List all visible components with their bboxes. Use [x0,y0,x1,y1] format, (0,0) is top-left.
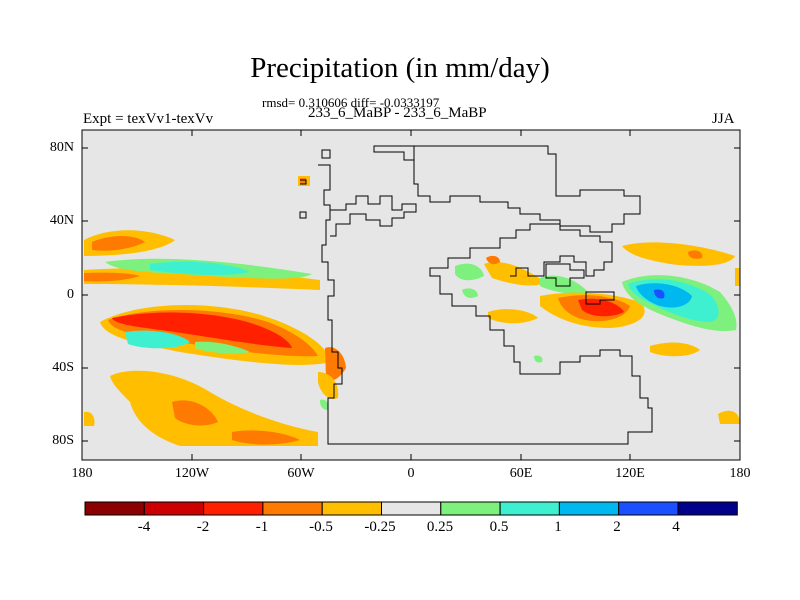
colorbar-label: 1 [554,519,562,535]
lon-label-60w: 60W [287,466,315,481]
anomaly-neg-north-west-pacific-core [688,250,703,259]
lat-label-0: 0 [67,287,74,302]
anomaly-fields [84,176,740,446]
anomaly-neg-far-west [84,411,95,426]
anomaly-neg-south-west-pacific [650,342,700,357]
anomaly-neg-tropical-pacific-core [84,272,140,282]
anomaly-neg-north-west-pacific [622,242,735,266]
colorbar-label: -0.5 [309,519,333,535]
lon-label-180e: 180 [729,466,751,481]
anomaly-pos-west-pacific-core [654,289,665,299]
anomaly-neg-arabia-core [486,255,500,265]
anomaly-neg-pacific-core [112,312,292,348]
colorbar-swatch [381,501,442,516]
anomaly-pos-south-indian [534,355,543,363]
season-label: JJA [712,111,735,127]
anomaly-neg-south-pacific [110,370,318,446]
colorbar-swatch [321,501,383,516]
colorbar-swatch [499,501,560,516]
lon-label-120e: 120E [615,466,645,481]
anomaly-pos-india [540,275,588,294]
coastline-europe-south [299,195,417,237]
colorbar-label: -1 [255,519,269,535]
colorbar-label: 4 [672,519,680,535]
anomaly-pos-africa-north [455,263,484,281]
colorbar-label: 0.5 [489,519,509,535]
anomaly-neg-central-pacific-north [735,268,740,286]
anomaly-neg-north-africa-core [300,178,306,184]
anomaly-pos-sa-coast [320,399,329,410]
colorbar [84,501,738,516]
anomaly-neg-arabia [484,262,545,286]
anomaly-neg-south-pacific-core2 [232,430,300,445]
lon-label-180w: 180 [71,466,93,481]
lat-label-40s: 40S [52,360,74,375]
coastline-americas [300,149,653,445]
stats-line: rmsd= 0.310606 diff= -0.0333197 [262,95,440,110]
lat-label-80s: 80S [52,433,74,448]
lat-label-80n: 80N [49,140,74,155]
anomaly-neg-tasman [718,410,740,424]
colorbar-label: 0.25 [426,519,454,535]
colorbar-label: -0.25 [364,519,396,535]
anomaly-neg-sa-coast-light [318,372,339,399]
anomaly-neg-sa-coast [325,347,346,381]
anomaly-pos-tropical-pacific-core [150,261,250,276]
lon-label-0: 0 [407,466,415,481]
coastline-asia-inner [545,263,585,287]
colorbar-swatch [143,501,205,516]
lon-label-120w: 120W [174,466,210,481]
coastline-southeast-asia [585,291,615,305]
lon-label-60e: 60E [509,466,533,481]
coastline-europe-north [373,145,641,233]
lat-label-40n: 40N [49,213,74,228]
colorbar-swatch [262,501,323,516]
colorbar-swatch [618,501,679,516]
colorbar-label: 2 [613,519,621,535]
anomaly-pos-pacific-south-light [195,341,250,354]
anomaly-pos-pacific-south [125,330,190,349]
axis-ticks [81,130,740,460]
coastlines [299,145,653,445]
colorbar-swatch [84,501,145,516]
colorbar-swatch [677,501,738,516]
colorbar-swatch [440,501,501,516]
colorbar-label: -2 [196,519,210,535]
anomaly-neg-east-africa [488,309,538,324]
case-label: 233_6_MaBP - 233_6_MaBP [308,105,487,121]
anomaly-neg-south-pacific-core [172,400,218,426]
experiment-label: Expt = texVv1-texVv [83,111,214,127]
map-title: Precipitation (in mm/day) [250,52,550,84]
anomaly-neg-indian-ocean-core [578,298,624,317]
anomaly-neg-north-pacific-core [92,236,145,251]
anomaly-pos-west-africa [462,288,478,298]
colorbar-swatch [203,501,264,516]
colorbar-label: -4 [137,519,151,535]
colorbar-swatch [558,501,620,516]
